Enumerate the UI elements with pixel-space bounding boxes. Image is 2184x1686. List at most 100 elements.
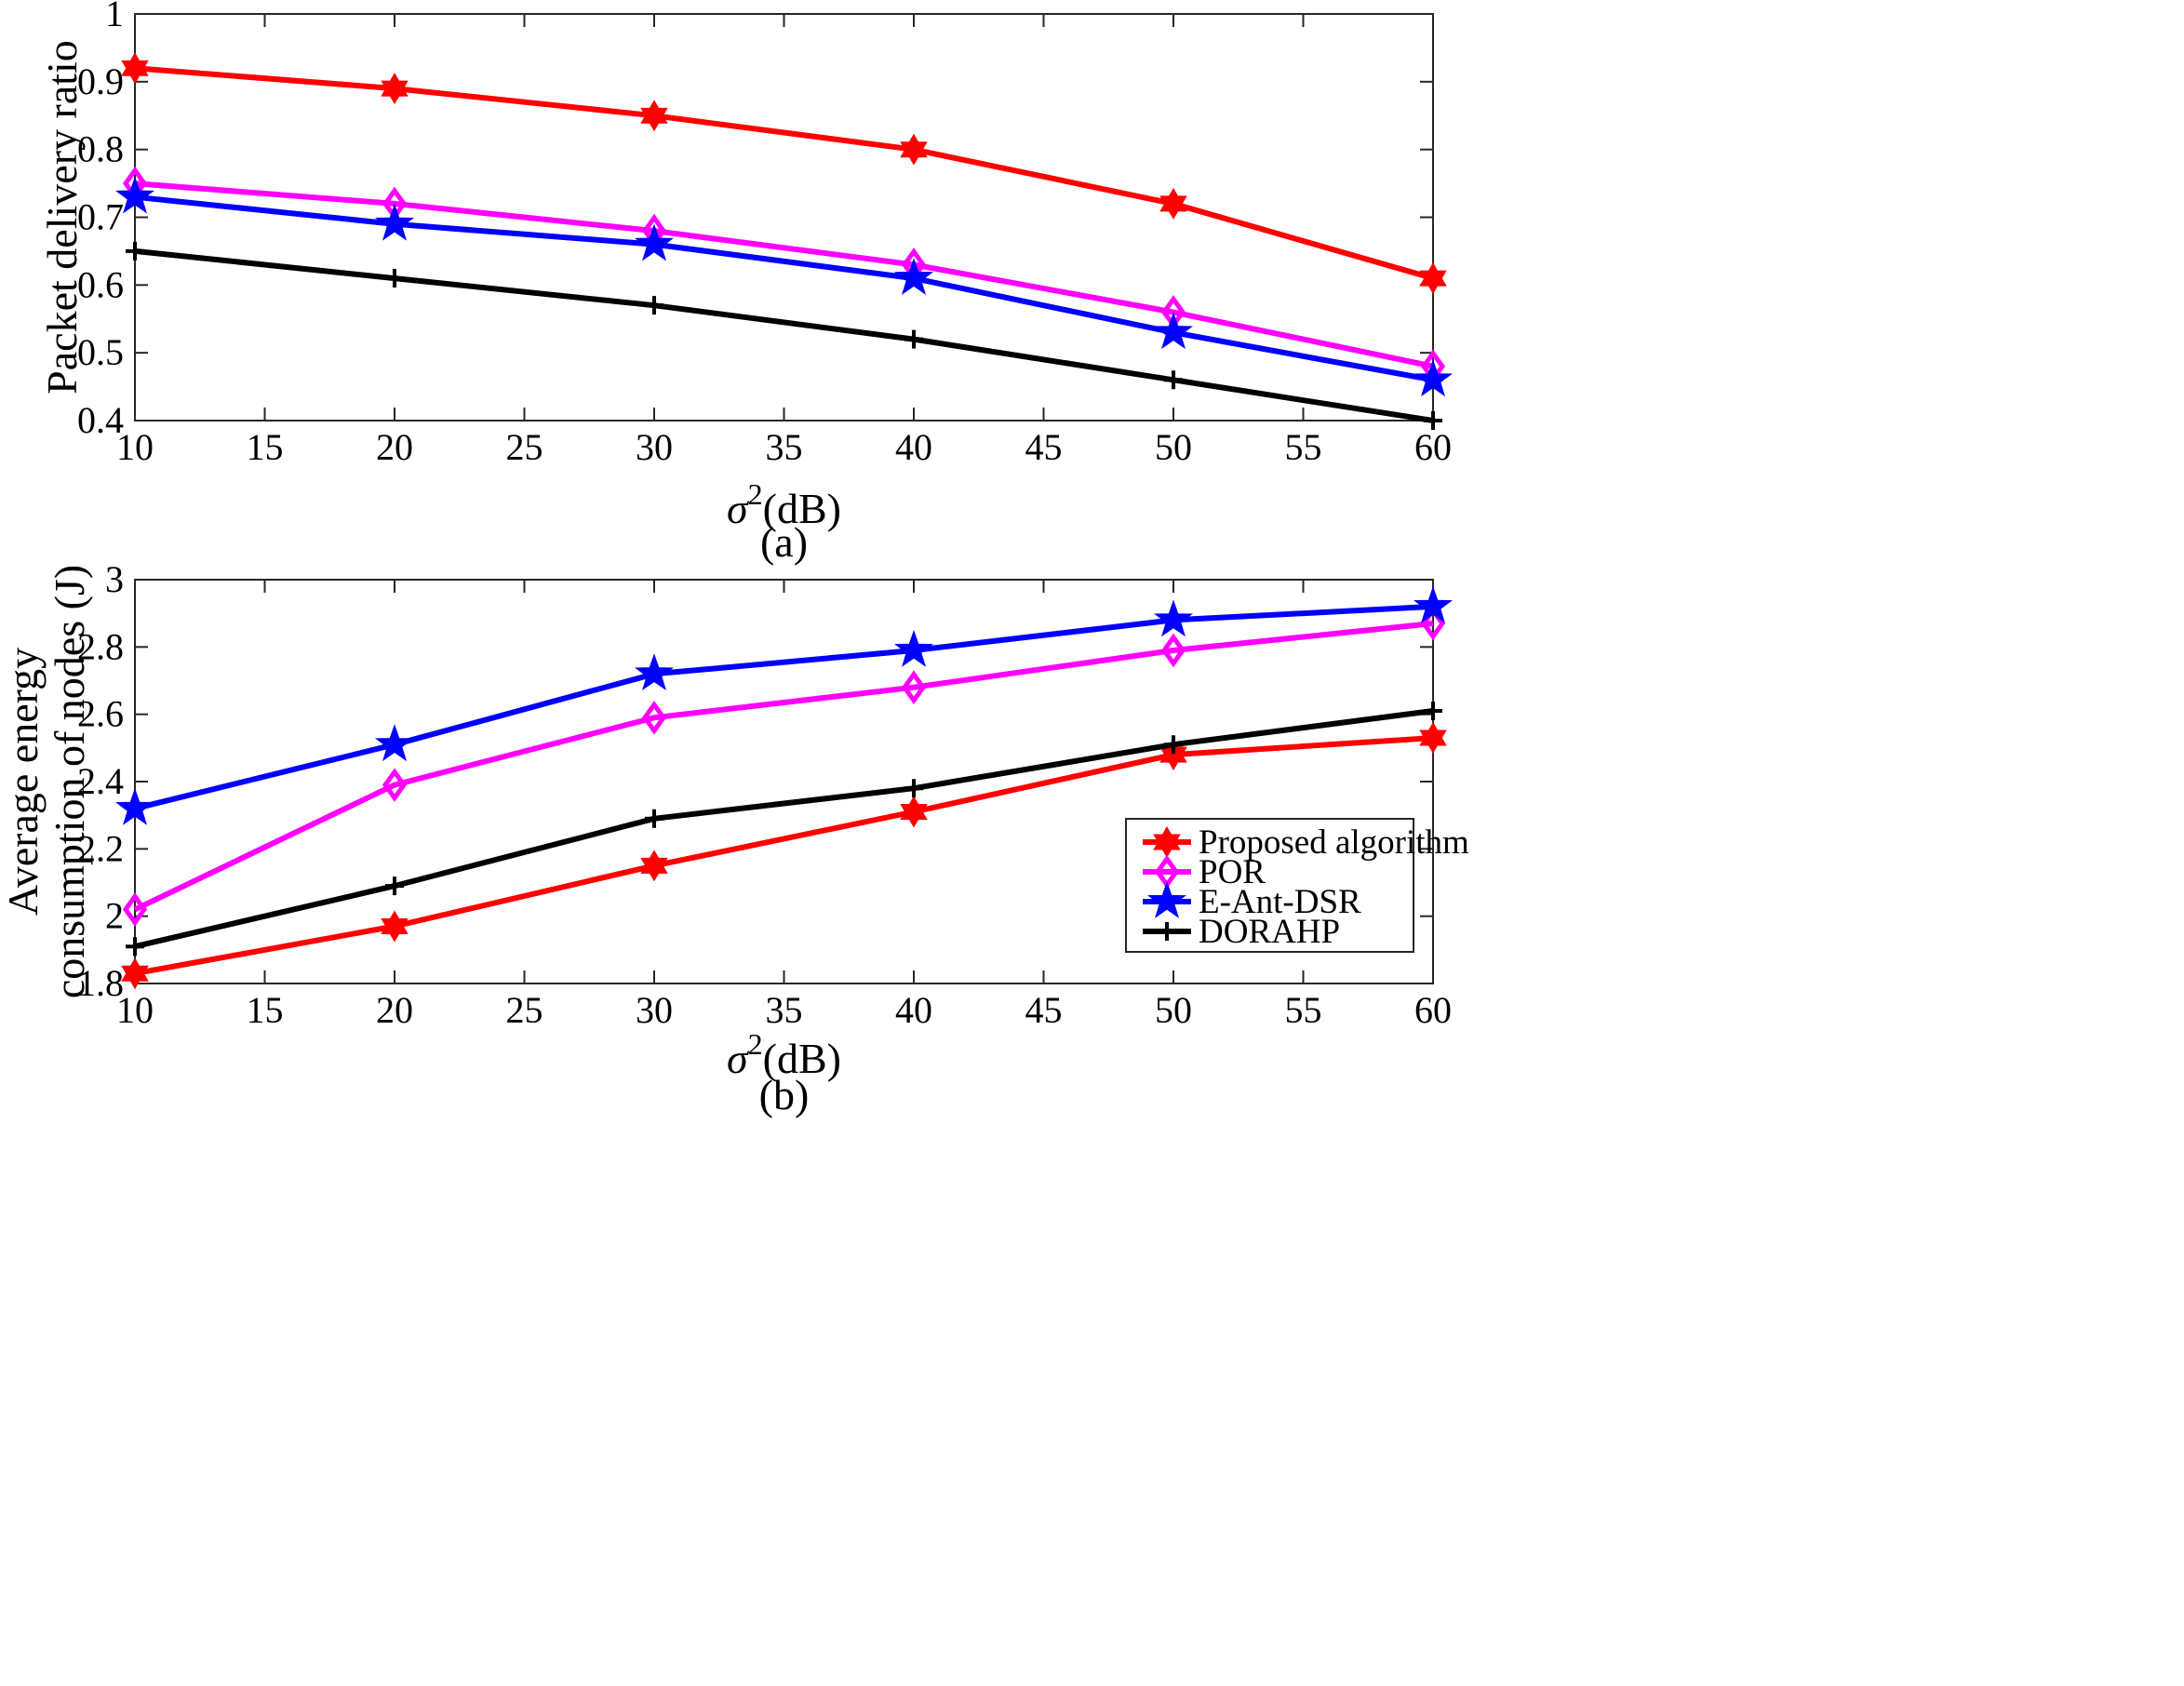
x-tick-label: 35 [766,426,803,468]
legend-item: Proposed algorithm [1143,823,1469,862]
x-tick-label: 40 [895,989,932,1031]
data-point [904,779,923,798]
data-point [900,133,928,166]
x-tick-label: 20 [376,426,413,468]
data-point [385,876,404,896]
data-point [904,329,923,349]
series-line [134,248,1434,423]
x-tick-label: 60 [1414,989,1452,1031]
data-point [1153,312,1194,350]
data-point [645,296,663,315]
series-dorahp [126,702,1442,957]
data-point [1419,262,1447,295]
x-tick-label: 45 [1025,426,1063,468]
data-point [1153,599,1194,637]
data-point [893,258,934,295]
panel-caption: (a) [760,518,808,566]
data-point [1159,187,1187,220]
data-point [1164,370,1183,390]
data-point [640,850,668,882]
series-e-ant-dsr [114,585,1454,825]
legend-label: E-Ant-DSR [1199,883,1361,921]
series-line [134,65,1434,281]
data-point [901,670,927,705]
x-tick-label: 60 [1414,426,1452,468]
legend-label: Proposed algorithm [1199,823,1469,862]
series-line [133,621,1434,913]
data-point [385,269,404,288]
data-point [382,768,408,802]
x-tick-label: 30 [636,989,673,1031]
series-e-ant-dsr [114,176,1454,397]
x-tick-label: 25 [506,426,543,468]
y-tick-label: 2.6 [77,693,124,735]
x-tick-label: 20 [376,989,413,1031]
data-point [381,73,409,105]
data-point [634,653,675,691]
legend-item: E-Ant-DSR [1143,880,1361,921]
y-tick-label: 0.9 [77,60,124,102]
data-point [1164,735,1183,755]
y-tick-label: 0.7 [77,196,124,238]
x-tick-label: 45 [1025,989,1063,1031]
legend-item: POR [1143,853,1266,891]
y-axis-label: Average energyconsumption of nodes (J) [0,565,93,998]
data-point [641,700,667,735]
y-tick-label: 1.8 [77,962,124,1004]
legend-label: POR [1199,853,1266,891]
x-axis-label: σ2(dB) [727,1027,841,1082]
panel-a: 10 15 20 25 30 35 40 45 50 55 60 0.4 0.5 0.6 0.7 0.8 0.9… [38,0,1454,566]
series-line [134,194,1434,383]
x-tick-label: 10 [116,989,154,1031]
data-point [114,787,155,825]
data-point [1413,585,1454,623]
data-point [126,937,144,957]
series-line [134,735,1434,977]
data-point [374,203,415,241]
x-tick-label: 40 [895,426,932,468]
data-point [114,176,155,214]
data-point [121,52,149,85]
data-point [645,809,663,828]
y-axis-label: Packet delivery ratio [38,40,86,395]
data-point [1413,359,1454,397]
x-tick-label: 50 [1155,426,1192,468]
data-point [122,892,148,927]
x-tick-label: 15 [247,989,284,1031]
y-tick-label: 1 [105,0,124,34]
data-point [1160,633,1186,668]
x-tick-label: 10 [116,426,154,468]
data-point [1424,411,1442,430]
y-tick-label: 2.4 [77,760,124,802]
y-tick-label: 2.2 [77,827,124,869]
data-point [381,910,409,943]
data-point [374,724,415,762]
legend-marker [1158,922,1176,941]
x-axis-label: σ2(dB) [727,477,841,532]
x-tick-label: 50 [1155,989,1192,1031]
series-dorahp [126,241,1442,430]
x-tick-label: 55 [1285,989,1322,1031]
x-tick-label: 30 [636,426,673,468]
x-tick-label: 55 [1285,426,1322,468]
data-point [900,796,928,828]
legend-item: DORAHP [1143,913,1340,951]
data-point [126,241,144,261]
y-tick-label: 2 [105,895,124,937]
data-point [1419,722,1447,755]
panel-b: 10 15 20 25 30 35 40 45 50 55 60 1.8 2 2.2 2.4 2.6 2.8 3 σ… [0,558,1469,1118]
series-line [134,708,1434,950]
data-point [893,629,934,667]
legend-marker [1146,880,1187,918]
data-point [121,957,149,990]
series-proposed-algorithm [121,52,1447,295]
series-line [134,181,1434,369]
series-line [134,603,1434,811]
y-tick-label: 0.5 [77,331,124,373]
y-tick-label: 0.4 [77,399,124,441]
data-point [640,100,668,132]
x-tick-label: 35 [766,989,803,1031]
y-tick-label: 3 [105,558,124,600]
